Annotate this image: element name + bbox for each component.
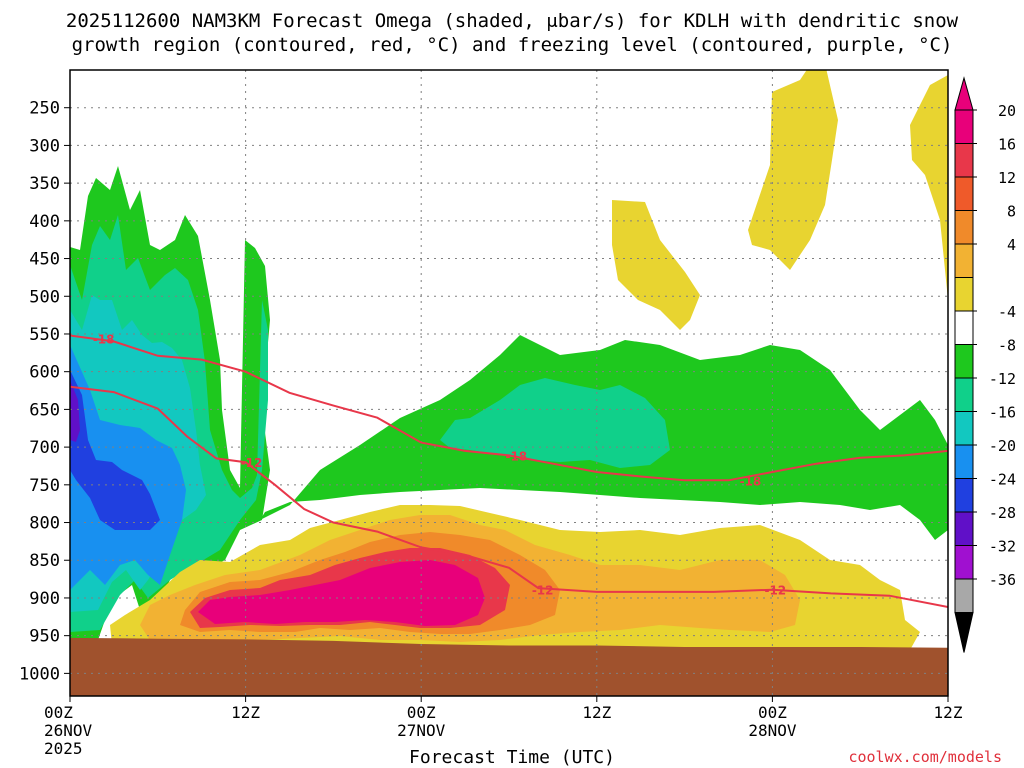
- colorbar-label: -36: [989, 571, 1016, 589]
- colorbar-label: 16: [998, 136, 1016, 154]
- colorbar-bin-6: [954, 310, 974, 345]
- colorbar-label: 20: [998, 102, 1016, 120]
- omega-region-negative-24: [70, 380, 80, 442]
- chart-title-line2: growth region (contoured, red, °C) and f…: [71, 34, 953, 56]
- y-tick-label: 750: [29, 476, 60, 496]
- y-tick-label: 950: [29, 627, 60, 647]
- colorbar-label: -16: [989, 404, 1016, 422]
- dgz-contour-minus18: [70, 334, 948, 482]
- colorbar-label: 12: [998, 169, 1016, 187]
- y-tick-label: 450: [29, 250, 60, 270]
- x-tick-label: 28NOV: [748, 721, 797, 740]
- x-tick-label: 26NOV: [44, 721, 93, 740]
- colorbar-bin-4: [954, 243, 974, 278]
- contour-label: -12: [764, 584, 786, 598]
- colorbar-bin-11: [954, 478, 974, 513]
- omega-region-positive-20: [198, 560, 485, 626]
- omega-region-negative-16: [70, 345, 186, 590]
- contour-label: -18: [740, 474, 762, 488]
- contour-label: -18: [93, 333, 115, 347]
- colorbar-bin-1: [954, 143, 974, 178]
- y-tick-label: 400: [29, 212, 60, 232]
- x-tick-label: 2025: [44, 739, 83, 758]
- colorbar-bin-14: [954, 578, 974, 613]
- y-tick-label: 1000: [19, 664, 60, 684]
- y-tick-label: 850: [29, 551, 60, 571]
- y-tick-label: 700: [29, 438, 60, 458]
- y-tick-label: 250: [29, 99, 60, 119]
- colorbar-label: -12: [989, 370, 1016, 388]
- y-tick-label: 650: [29, 400, 60, 420]
- x-tick-label: 12Z: [231, 703, 260, 722]
- y-tick-label: 800: [29, 514, 60, 534]
- contour-label: -12: [532, 584, 554, 598]
- colorbar-label: -24: [989, 471, 1016, 489]
- colorbar-bin-5: [954, 277, 974, 312]
- x-axis-title: Forecast Time (UTC): [409, 747, 615, 768]
- colorbar-bin-0: [954, 109, 974, 144]
- x-tick-label: 00Z: [44, 703, 73, 722]
- x-tick-label: 27NOV: [397, 721, 446, 740]
- colorbar-bin-8: [954, 377, 974, 412]
- colorbar-label: 8: [1007, 203, 1016, 221]
- colorbar-bin-7: [954, 344, 974, 379]
- x-tick-label: 12Z: [582, 703, 611, 722]
- y-tick-label: 500: [29, 287, 60, 307]
- dgz-contour-minus12: [70, 385, 948, 608]
- y-tick-label: 300: [29, 136, 60, 156]
- colorbar-bin-2: [954, 176, 974, 211]
- colorbar-label: 4: [1007, 236, 1016, 254]
- y-tick-label: 900: [29, 589, 60, 609]
- colorbar-over-triangle: [954, 76, 974, 111]
- colorbar-bin-10: [954, 444, 974, 479]
- contour-label: -18: [505, 449, 527, 463]
- colorbar-bin-3: [954, 210, 974, 245]
- credit-text: coolwx.com/models: [848, 748, 1002, 766]
- chart-title-line1: 2025112600 NAM3KM Forecast Omega (shaded…: [65, 10, 959, 32]
- colorbar-bin-13: [954, 545, 974, 580]
- x-tick-label: 00Z: [407, 703, 436, 722]
- colorbar-label: -20: [989, 437, 1016, 455]
- colorbar-label: -32: [989, 538, 1016, 556]
- colorbar-bin-12: [954, 511, 974, 546]
- contour-label: -12: [241, 456, 263, 470]
- x-tick-label: 12Z: [934, 703, 963, 722]
- omega-region-negative-20: [70, 370, 160, 530]
- omega-region-negative-8: [440, 378, 670, 468]
- colorbar-under-triangle: [954, 612, 974, 653]
- plot-frame: [69, 69, 949, 697]
- colorbar-bin-9: [954, 411, 974, 446]
- omega-region-positive-4: [612, 70, 948, 330]
- y-tick-label: 550: [29, 325, 60, 345]
- colorbar-label: -4: [998, 303, 1016, 321]
- ground-surface: [70, 637, 948, 696]
- colorbar-label: -28: [989, 504, 1016, 522]
- y-tick-label: 350: [29, 174, 60, 194]
- x-tick-label: 00Z: [758, 703, 787, 722]
- y-tick-label: 600: [29, 363, 60, 383]
- colorbar-label: -8: [998, 337, 1016, 355]
